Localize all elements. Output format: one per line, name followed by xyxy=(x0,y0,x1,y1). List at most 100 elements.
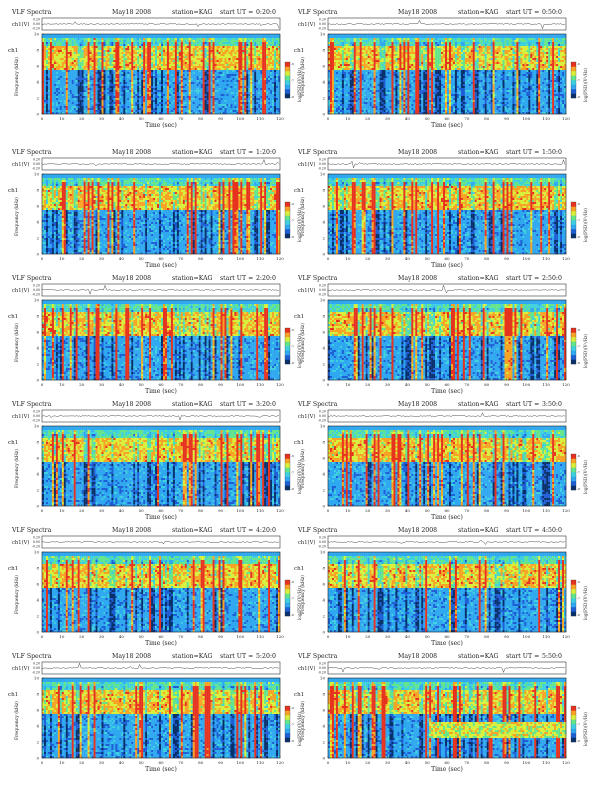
spectrogram-cell xyxy=(224,80,226,82)
spectrogram-cell xyxy=(143,84,145,86)
spectrogram-cell xyxy=(244,86,246,88)
spectrogram-cell xyxy=(143,76,145,78)
spectrogram-cell xyxy=(82,38,84,40)
spectrogram-cell xyxy=(107,82,109,84)
spectrogram-cell xyxy=(48,48,50,50)
spectrogram-cell xyxy=(266,42,268,44)
spectrogram-cell xyxy=(254,66,256,68)
spectrogram-cell xyxy=(262,80,264,82)
spectrogram-cell xyxy=(169,74,171,76)
spectrogram-cell xyxy=(226,42,228,44)
spectrogram-cell xyxy=(58,36,60,38)
spectrogram-cell xyxy=(242,46,244,48)
spectrogram-cell xyxy=(254,54,256,56)
spectrogram-cell xyxy=(181,78,183,80)
spectrogram-cell xyxy=(171,52,173,54)
spectrogram-cell xyxy=(56,50,58,52)
spectrogram-cell xyxy=(242,72,244,74)
spectrogram-cell xyxy=(165,36,167,38)
spectrogram-cell xyxy=(242,38,244,40)
spectrogram-cell xyxy=(250,54,252,56)
spectrogram-cell xyxy=(179,66,181,68)
spectrogram-cell xyxy=(115,80,117,82)
spectrogram-cell xyxy=(195,68,197,70)
spectrogram-cell xyxy=(103,56,105,58)
spectrogram-cell xyxy=(56,78,58,80)
spectrogram-cell xyxy=(44,54,46,56)
spectrogram-cell xyxy=(215,38,217,40)
spectrogram-cell xyxy=(205,66,207,68)
spectrogram-cell xyxy=(246,66,248,68)
spectrogram-cell xyxy=(201,48,203,50)
spectrogram-cell xyxy=(100,48,102,50)
spectrogram-cell xyxy=(133,62,135,64)
spectrogram-cell xyxy=(153,76,155,78)
spectrogram-cell xyxy=(197,72,199,74)
spectrogram-cell xyxy=(274,46,276,48)
spectrogram-cell xyxy=(84,78,86,80)
spectrogram-cell xyxy=(195,82,197,84)
spectrogram-cell xyxy=(113,60,115,62)
spectrogram-cell xyxy=(203,56,205,58)
spectrogram-cell xyxy=(201,60,203,62)
spectrogram-cell xyxy=(46,80,48,82)
spectrogram-cell xyxy=(42,38,44,40)
spectrogram-cell xyxy=(260,88,262,90)
spectrogram-cell xyxy=(145,58,147,60)
spectrogram-cell xyxy=(151,38,153,40)
spectrogram-cell xyxy=(238,76,240,78)
spectrogram-cell xyxy=(100,84,102,86)
spectrogram-cell xyxy=(262,50,264,52)
spectrogram-cell xyxy=(125,76,127,78)
spectrogram-cell xyxy=(94,68,96,70)
spectrogram-cell xyxy=(173,86,175,88)
spectrogram-cell xyxy=(119,38,121,40)
spectrogram-cell xyxy=(205,88,207,90)
spectrogram-cell xyxy=(82,42,84,44)
spectrogram-cell xyxy=(242,74,244,76)
spectrogram-cell xyxy=(72,88,74,90)
spectrogram-cell xyxy=(268,54,270,56)
spectrogram-cell xyxy=(256,82,258,84)
spectrogram-cell xyxy=(109,36,111,38)
spectrogram-cell xyxy=(58,44,60,46)
spectrogram-cell xyxy=(157,58,159,60)
spectrogram-cell xyxy=(143,62,145,64)
spectrogram-cell xyxy=(115,56,117,58)
spectrogram-cell xyxy=(268,52,270,54)
spectrogram-cell xyxy=(137,70,139,72)
spectrogram-cell xyxy=(102,78,104,80)
spectrogram-cell xyxy=(88,76,90,78)
spectrogram-cell xyxy=(100,74,102,76)
spectrogram-cell xyxy=(197,34,199,36)
spectrogram-cell xyxy=(117,60,119,62)
spectrogram-cell xyxy=(193,64,195,66)
spectrogram-cell xyxy=(219,60,221,62)
spectrogram-cell xyxy=(123,64,125,66)
spectrogram-cell xyxy=(100,56,102,58)
spectrogram-cell xyxy=(224,64,226,66)
spectrogram-cell xyxy=(199,74,201,76)
spectrogram-cell xyxy=(147,76,149,78)
spectrogram-cell xyxy=(135,84,137,86)
spectrogram-cell xyxy=(98,34,100,36)
spectrogram-cell xyxy=(84,86,86,88)
spectrogram-cell xyxy=(129,88,131,90)
spectrogram-cell xyxy=(252,60,254,62)
spectrogram-cell xyxy=(68,44,70,46)
spectrogram-cell xyxy=(157,88,159,90)
spectrogram-cell xyxy=(111,74,113,76)
spectrogram-cell xyxy=(117,64,119,66)
spectrogram-cell xyxy=(159,72,161,74)
spectrogram-cell xyxy=(107,48,109,50)
spectrogram-cell xyxy=(224,50,226,52)
spectrogram-cell xyxy=(221,86,223,88)
spectrogram-cell xyxy=(102,88,104,90)
spectrogram-cell xyxy=(135,52,137,54)
spectrogram-cell xyxy=(268,74,270,76)
spectrogram-cell xyxy=(272,40,274,42)
spectrogram-cell xyxy=(260,48,262,50)
spectrogram-cell xyxy=(137,84,139,86)
spectrogram-cell xyxy=(123,38,125,40)
spectrogram-cell xyxy=(222,60,224,62)
